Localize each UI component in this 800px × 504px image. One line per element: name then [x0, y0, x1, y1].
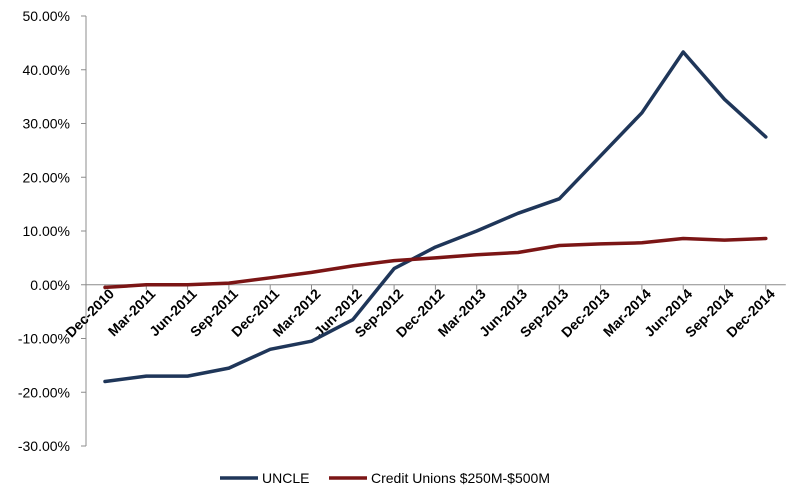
x-axis-ticks: Dec-2010Mar-2011Jun-2011Sep-2011Dec-2011…: [62, 284, 778, 340]
y-tick-label: -20.00%: [18, 384, 70, 400]
legend-label-0: UNCLE: [262, 470, 309, 486]
series-lines: [103, 50, 768, 384]
legend-label-1: Credit Unions $250M-$500M: [371, 470, 550, 486]
series-line-0: [103, 50, 768, 384]
y-tick-label: 20.00%: [23, 169, 70, 185]
y-tick-label: 30.00%: [23, 116, 70, 132]
y-tick-label: 0.00%: [30, 277, 70, 293]
series-line-1: [103, 236, 768, 290]
y-tick-label: 40.00%: [23, 62, 70, 78]
y-tick-label: 50.00%: [23, 8, 70, 24]
y-axis-ticks: 50.00% 40.00% 30.00% 20.00% 10.00% 0.00% -10.0…: [18, 8, 86, 454]
legend: UNCLE Credit Unions $250M-$500M: [220, 470, 550, 486]
y-tick-label: -30.00%: [18, 438, 70, 454]
y-tick-label: 10.00%: [23, 223, 70, 239]
y-tick-label: -10.00%: [18, 331, 70, 347]
